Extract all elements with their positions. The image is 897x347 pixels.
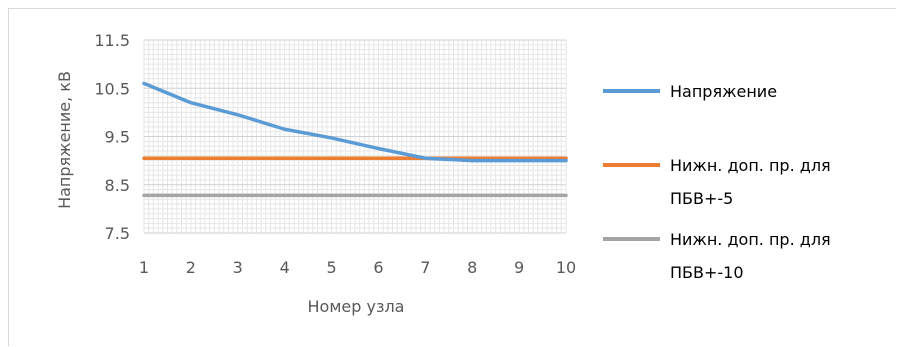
x-tick-label: 3 [233,258,243,277]
x-tick-label: 2 [186,258,196,277]
x-tick-label: 10 [556,258,576,277]
legend-label-1: Напряжение [670,82,777,101]
series-line-1 [142,81,568,163]
legend-label-3: ПБВ+-10 [670,263,744,282]
y-tick-label: 7.5 [105,224,130,243]
y-axis-ticks: 7.5 8.5 9.5 10.5 11.5 [94,31,130,243]
legend-label-2: ПБВ+-5 [670,189,733,208]
chart-frame [8,8,896,346]
series-lines [142,81,568,198]
x-tick-label: 5 [326,258,336,277]
legend: Напряжение Нижн. доп. пр. для ПБВ+-5 Нижн. … [603,82,831,282]
x-axis-ticks: 1 2 3 4 5 6 7 8 9 10 [139,258,576,277]
gridlines [143,39,567,234]
x-tick-label: 9 [514,258,524,277]
x-tick-label: 4 [280,258,290,277]
y-axis-title: Напряжение, кВ [55,71,74,209]
y-tick-label: 9.5 [105,128,130,147]
y-tick-label: 10.5 [94,79,130,98]
y-tick-label: 11.5 [94,31,130,50]
y-tick-label: 8.5 [105,176,130,195]
x-tick-label: 8 [467,258,477,277]
x-tick-label: 7 [420,258,430,277]
legend-label-2: Нижн. доп. пр. для [670,156,831,175]
x-tick-label: 1 [139,258,149,277]
x-axis-title: Номер узла [308,297,405,316]
legend-label-3: Нижн. доп. пр. для [670,230,831,249]
x-tick-label: 6 [373,258,383,277]
